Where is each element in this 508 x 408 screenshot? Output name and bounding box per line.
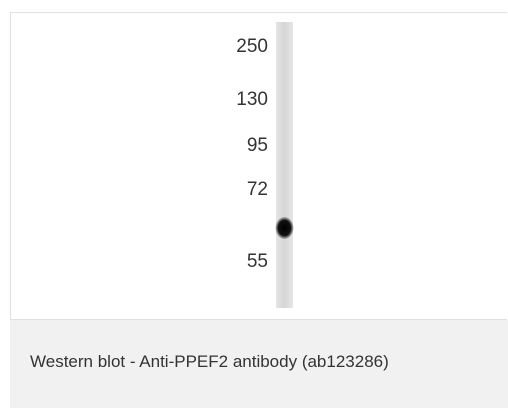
lane xyxy=(276,22,293,308)
caption: Western blot - Anti-PPEF2 antibody (ab12… xyxy=(30,352,389,371)
blot: 250 130 95 72 55 xyxy=(236,22,294,308)
marker-label: 72 xyxy=(247,179,268,200)
marker-label: 95 xyxy=(247,135,268,156)
marker-label: 55 xyxy=(247,251,268,272)
marker-label: 130 xyxy=(236,89,268,110)
blot-panel xyxy=(10,12,507,320)
band xyxy=(275,217,294,239)
marker-label: 250 xyxy=(236,36,268,57)
caption-area: Western blot - Anti-PPEF2 antibody (ab12… xyxy=(10,320,508,408)
